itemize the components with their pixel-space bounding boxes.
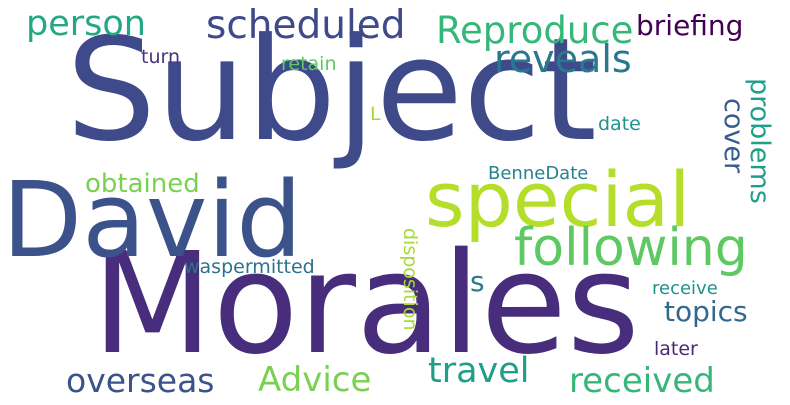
word-later: later xyxy=(654,338,698,360)
word-person: person xyxy=(26,4,146,44)
word-advice: Advice xyxy=(258,360,372,400)
word-bennedate: BenneDate xyxy=(488,163,589,184)
word-s: s xyxy=(470,265,485,298)
word-waspermitted: waspermitted xyxy=(184,256,315,278)
word-travel: travel xyxy=(428,351,530,391)
word-date: date xyxy=(598,113,641,135)
word-cover: cover xyxy=(718,98,749,174)
word-subject: Subject xyxy=(66,8,597,173)
word-briefing: briefing xyxy=(636,9,744,42)
word-problems: problems xyxy=(744,78,775,204)
word-special: special xyxy=(425,155,691,244)
word-receive: receive xyxy=(652,278,718,299)
word-received: received xyxy=(569,361,715,401)
word-obtained: obtained xyxy=(85,169,200,199)
word-overseas: overseas xyxy=(66,361,215,400)
word-disposition: disposition xyxy=(399,228,421,331)
word-scheduled: scheduled xyxy=(206,3,406,48)
word-david: David xyxy=(2,159,303,281)
word-turn: turn xyxy=(141,46,181,68)
word-topics: topics xyxy=(664,295,748,328)
word-retain: retain xyxy=(281,53,337,75)
word-reproduce: Reproduce xyxy=(436,9,634,52)
word-l: L xyxy=(370,103,381,125)
word-morales: Morales xyxy=(92,223,640,386)
word-reveals: reveals xyxy=(494,37,632,81)
word-following: following xyxy=(514,218,748,278)
